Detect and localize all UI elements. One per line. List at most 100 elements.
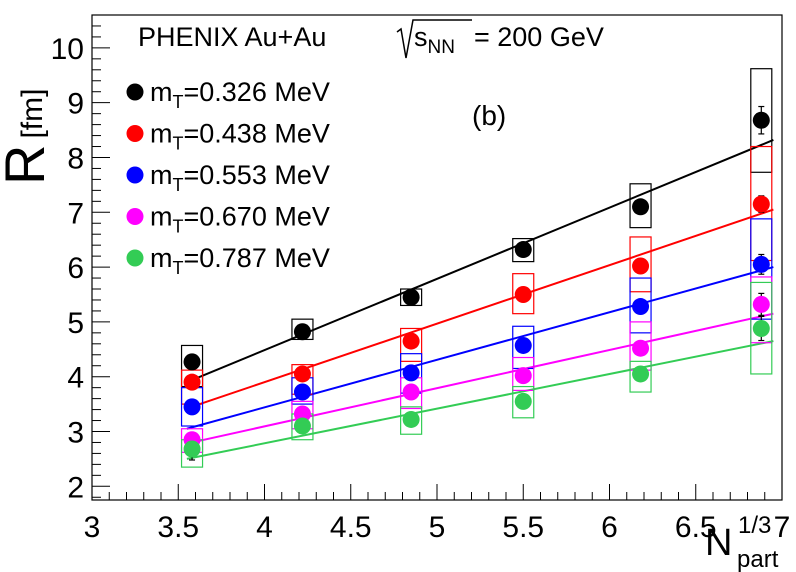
data-point [514, 336, 532, 354]
systematic-box [750, 281, 773, 375]
y-tick-label: 7 [67, 197, 84, 230]
data-point [402, 288, 420, 306]
x-tick-label: 6.5 [675, 511, 717, 544]
legend-sub: T [173, 175, 184, 195]
x-tick-label: 3.5 [157, 511, 199, 544]
x-tick-label: 6 [601, 511, 618, 544]
title-sqrt-sub: NN [428, 37, 455, 58]
legend-label: =0.326 MeV [184, 77, 330, 107]
data-point [514, 285, 532, 303]
systematic-box [400, 406, 423, 435]
data-point [183, 353, 201, 371]
y-axis-title-main: R [0, 145, 56, 185]
data-point [632, 339, 650, 357]
x-axis-title: N [705, 522, 732, 564]
title-sqrt: sNN [414, 22, 455, 58]
data-point [752, 295, 770, 313]
data-point [293, 417, 311, 435]
legend-sub: T [173, 134, 184, 154]
y-axis-title-unit: [fm] [16, 89, 49, 139]
data-point [293, 323, 311, 341]
fit-line [186, 312, 774, 445]
fit-line [186, 139, 774, 384]
data-point [293, 383, 311, 401]
x-axis-title-main: N [705, 522, 732, 564]
legend-label: =0.438 MeV [184, 119, 330, 149]
x-tick-label: 3 [84, 511, 101, 544]
legend-marker [126, 83, 144, 101]
data-point [183, 440, 201, 458]
svg-text:R[fm]: R [fm] [0, 89, 56, 185]
data-point [402, 410, 420, 428]
x-tick-label: 5 [429, 511, 446, 544]
data-point [752, 195, 770, 213]
legend-prefix: m [150, 243, 173, 273]
panel-label: (b) [472, 100, 506, 131]
data-point [752, 111, 770, 129]
data-point [293, 405, 311, 423]
legend-entry: mT=0.438 MeV [150, 119, 330, 154]
systematic-box [512, 356, 535, 391]
legend-entry: mT=0.670 MeV [150, 202, 330, 237]
legend-prefix: m [150, 77, 173, 107]
y-tick-label: 6 [67, 252, 84, 285]
title-sqrt-s: s [414, 22, 428, 52]
data-point [514, 241, 532, 259]
y-tick-label: 4 [67, 362, 84, 395]
legend-sub: T [173, 92, 184, 112]
systematic-box [400, 327, 423, 362]
y-tick-label: 3 [67, 416, 84, 449]
systematic-box [629, 277, 652, 334]
legend-marker [126, 249, 144, 267]
data-point [632, 198, 650, 216]
systematic-box [629, 360, 652, 393]
data-point [752, 319, 770, 337]
data-point [632, 365, 650, 383]
y-tick-label: 9 [67, 88, 84, 121]
legend-prefix: m [150, 160, 173, 190]
fit-line [186, 208, 774, 410]
data-point [183, 373, 201, 391]
data-point [293, 365, 311, 383]
systematic-box [750, 68, 773, 173]
legend-prefix: m [150, 119, 173, 149]
data-point [752, 255, 770, 273]
data-points [183, 111, 770, 458]
fit-line [186, 340, 774, 460]
x-tick-label: 7 [774, 511, 791, 544]
y-tick-label: 5 [67, 307, 84, 340]
x-tick-label: 4 [256, 511, 273, 544]
systematic-box [512, 237, 535, 263]
systematic-box [629, 236, 652, 293]
sqrt-symbol [396, 19, 472, 59]
legend-prefix: m [150, 202, 173, 232]
data-point [402, 332, 420, 350]
legend-label: =0.553 MeV [184, 160, 330, 190]
legend-sub: T [173, 258, 184, 278]
data-point [514, 392, 532, 410]
y-axis-title: R [fm] [0, 89, 56, 185]
legend-label: =0.670 MeV [184, 202, 330, 232]
systematic-box [512, 273, 535, 315]
data-point [402, 364, 420, 382]
x-axis-title-sub: part [737, 546, 779, 572]
data-point [514, 367, 532, 385]
legend-entry: mT=0.326 MeV [150, 77, 330, 112]
legend-entry: mT=0.787 MeV [150, 243, 330, 278]
data-point [632, 298, 650, 316]
legend-marker [126, 125, 144, 142]
legend-entry: mT=0.553 MeV [150, 160, 330, 195]
legend-label: =0.787 MeV [184, 243, 330, 273]
x-axis-title-sup: 1/3 [738, 512, 771, 539]
data-point [402, 383, 420, 401]
y-tick-label: 10 [51, 33, 84, 66]
x-tick-label: 5.5 [502, 511, 544, 544]
fit-lines [186, 139, 774, 460]
fit-line [186, 266, 774, 430]
title-main: PHENIX Au+Au [138, 22, 326, 52]
legend-sub: T [173, 217, 184, 237]
